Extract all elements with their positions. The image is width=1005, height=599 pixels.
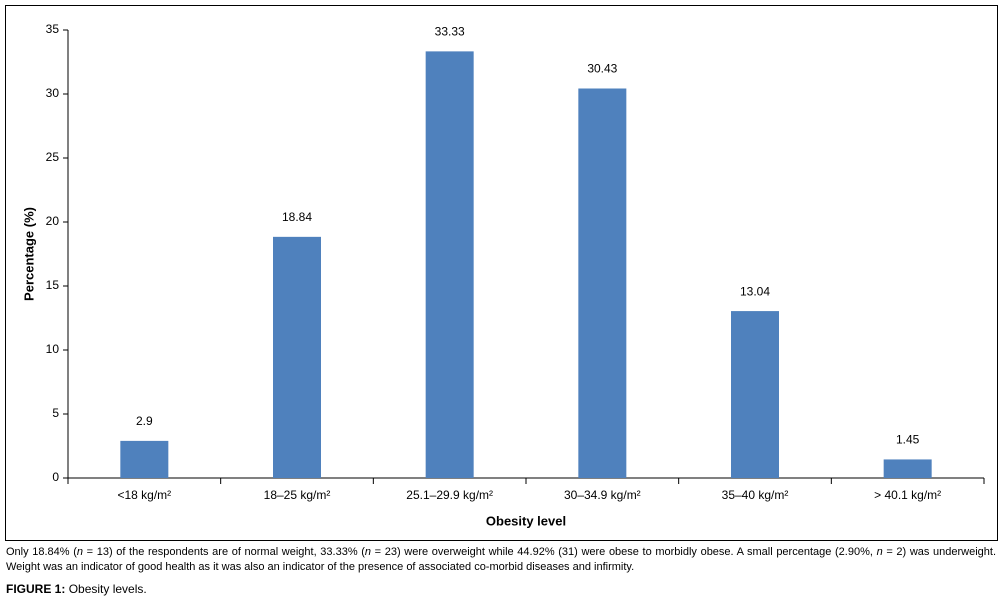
y-tick-label: 0 [52, 470, 59, 484]
figure-note: Only 18.84% (n = 13) of the respondents … [6, 545, 996, 575]
figure-label: FIGURE 1: [6, 582, 66, 596]
y-tick-label: 10 [46, 342, 60, 356]
note-text: = 13) of the respondents are of normal w… [83, 546, 365, 558]
figure-title: Obesity levels. [68, 582, 147, 596]
x-tick-label: 25.1–29.9 kg/m² [406, 488, 493, 502]
y-tick-label: 20 [46, 214, 60, 228]
x-tick-label: > 40.1 kg/m² [874, 488, 941, 502]
y-tick-label: 35 [46, 22, 60, 36]
bar [731, 311, 779, 478]
note-text: = 2) was underweight. Weight was an indi… [6, 546, 997, 573]
figure-caption: FIGURE 1: Obesity levels. [6, 582, 147, 596]
x-tick-label: <18 kg/m² [117, 488, 171, 502]
note-text: Only 18.84% ( [6, 546, 77, 558]
bar [273, 236, 321, 478]
bar [883, 459, 932, 478]
x-axis-title: Obesity level [486, 513, 566, 528]
chart: Percentage (%) Obesity level 0 5 10 15 20 25 3… [5, 5, 998, 541]
data-label: 2.9 [136, 414, 153, 428]
note-italic: n [876, 546, 883, 558]
data-label: 13.04 [740, 284, 770, 298]
x-tick-label: 30–34.9 kg/m² [564, 488, 641, 502]
y-tick-label: 15 [46, 278, 60, 292]
chart-frame [5, 5, 998, 541]
y-axis-title: Percentage (%) [21, 207, 36, 301]
data-label: 1.45 [896, 433, 920, 447]
note-text: = 23) were overweight while 44.92% (31) … [371, 546, 877, 558]
y-tick-label: 25 [46, 150, 60, 164]
data-label: 33.33 [435, 25, 465, 39]
bar [578, 88, 627, 478]
x-tick-label: 18–25 kg/m² [264, 488, 331, 502]
y-tick-label: 5 [52, 406, 59, 420]
x-tick-label: 35–40 kg/m² [722, 488, 789, 502]
bar [120, 440, 169, 478]
note-italic: n [364, 546, 372, 558]
y-tick-label: 30 [46, 86, 60, 100]
note-italic: n [76, 546, 83, 558]
data-label: 30.43 [587, 62, 617, 76]
bar [425, 51, 474, 478]
data-label: 18.84 [282, 210, 312, 224]
